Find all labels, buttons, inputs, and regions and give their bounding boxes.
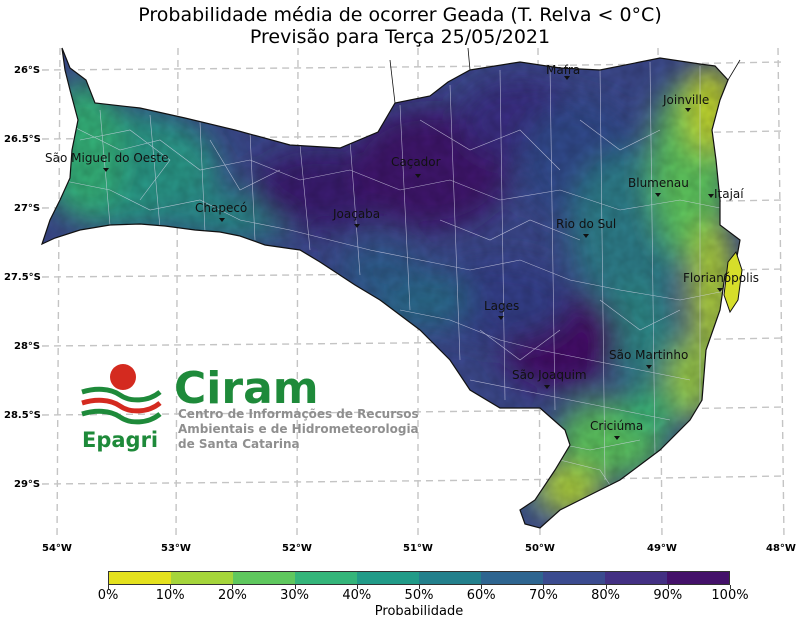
city-marker xyxy=(219,218,225,222)
logo-sun-icon xyxy=(110,364,136,390)
lon-label: 50°W xyxy=(525,543,555,554)
city-label-joinville: Joinville xyxy=(662,93,709,107)
colorbar-segment xyxy=(171,572,233,584)
colorbar-segment xyxy=(357,572,419,584)
city-marker xyxy=(103,168,109,172)
city-marker xyxy=(646,365,652,369)
logo-waves-icon xyxy=(81,386,162,425)
city-label-sao-joaquim: São Joaquim xyxy=(512,368,587,382)
lat-label: 26°S xyxy=(14,65,40,76)
lon-label: 52°W xyxy=(282,543,312,554)
city-marker xyxy=(354,224,360,228)
neighbor-boundaries xyxy=(389,47,741,104)
city-label-cacador: Caçador xyxy=(391,155,441,169)
colorbar-tick-label: 40% xyxy=(342,588,372,603)
lon-label: 48°W xyxy=(766,543,796,554)
colorbar-tick-mark xyxy=(605,585,607,589)
city-label-criciuma: Criciúma xyxy=(590,419,643,433)
city-marker xyxy=(685,108,691,112)
florianopolis-island xyxy=(723,250,743,314)
colorbar-tick-label: 100% xyxy=(711,588,749,603)
lat-label: 27°S xyxy=(14,203,40,214)
colorbar-tick-mark xyxy=(730,585,731,589)
lat-label: 28°S xyxy=(14,341,40,352)
city-marker xyxy=(583,234,589,238)
colorbar-segment xyxy=(605,572,667,584)
state-boundary xyxy=(40,47,741,529)
colorbar-label: Probabilidade xyxy=(374,604,464,619)
city-label-sao-martinho: São Martinho xyxy=(609,348,688,362)
colorbar-segment xyxy=(233,572,295,584)
epagri-ciram-logo: Epagri Ciram Centro de Informações de Re… xyxy=(81,363,419,452)
colorbar-tick-mark xyxy=(419,585,420,589)
colorbar-tick-mark xyxy=(543,585,545,589)
city-label-joacaba: Joaçaba xyxy=(332,207,380,221)
colorbar-tick-mark xyxy=(294,585,296,589)
logo-line-2: Ambientais e de Hidrometeorologia xyxy=(178,422,419,436)
lat-label: 29°S xyxy=(14,479,40,490)
lat-label: 26.5°S xyxy=(4,134,41,145)
city-label-lages: Lages xyxy=(484,299,519,313)
logo-epagri-text: Epagri xyxy=(82,428,158,452)
city-label-rio-do-sul: Rio do Sul xyxy=(556,217,616,231)
colorbar-segment xyxy=(109,572,171,584)
frost-probability-map: 26°S 26.5°S 27°S 27.5°S 28°S 28.5°S 29°S… xyxy=(4,47,796,554)
colorbar-tick-mark xyxy=(356,585,358,589)
colorbar-segment xyxy=(667,572,729,584)
city-label-mafra: Mafra xyxy=(546,63,580,77)
lon-label: 49°W xyxy=(647,543,677,554)
colorbar-tick-mark xyxy=(170,585,172,589)
city-label-florianopolis: Florianópolis xyxy=(683,271,759,285)
colorbar-tick-label: 30% xyxy=(280,588,310,603)
map-title: Probabilidade média de ocorrer Geada (T.… xyxy=(138,4,662,26)
longitude-labels: 54°W 53°W 52°W 51°W 50°W 49°W 48°W xyxy=(42,543,796,554)
lat-label: 27.5°S xyxy=(4,272,41,283)
colorbar-segment xyxy=(543,572,605,584)
colorbar-tick-label: 20% xyxy=(217,588,247,603)
latitude-labels: 26°S 26.5°S 27°S 27.5°S 28°S 28.5°S 29°S xyxy=(4,65,41,490)
colorbar-tick-label: 90% xyxy=(653,588,683,603)
colorbar xyxy=(108,571,730,585)
colorbar-tick-label: 70% xyxy=(528,588,558,603)
city-marker xyxy=(544,385,550,389)
city-label-blumenau: Blumenau xyxy=(628,176,689,190)
lon-label: 54°W xyxy=(42,543,72,554)
city-marker xyxy=(717,288,723,292)
city-marker xyxy=(498,316,504,320)
city-label-chapeco: Chapecó xyxy=(195,201,247,215)
lat-label: 28.5°S xyxy=(4,410,41,421)
city-marker xyxy=(564,76,570,80)
colorbar-tick-label: 80% xyxy=(591,588,621,603)
colorbar-segment xyxy=(295,572,357,584)
colorbar-tick-mark xyxy=(481,585,483,589)
city-markers: Mafra Joinville São Miguel do Oeste Caça… xyxy=(45,63,759,440)
city-marker xyxy=(614,436,620,440)
lon-label: 51°W xyxy=(403,543,433,554)
colorbar-tick-label: 60% xyxy=(466,588,496,603)
city-marker xyxy=(415,174,421,178)
city-label-itajai: Itajaí xyxy=(714,187,744,201)
city-label-sao-miguel-do-oeste: São Miguel do Oeste xyxy=(45,151,169,165)
colorbar-tick-label: 50% xyxy=(404,588,434,603)
colorbar-tick-mark xyxy=(232,585,234,589)
city-marker xyxy=(708,194,714,198)
logo-line-3: de Santa Catarina xyxy=(178,437,300,451)
state-probability-field xyxy=(42,48,740,528)
colorbar-tick-label: 0% xyxy=(97,588,119,603)
colorbar-tick-mark xyxy=(108,585,109,589)
map-subtitle: Previsão para Terça 25/05/2021 xyxy=(249,26,551,48)
logo-ciram-text: Ciram xyxy=(174,363,319,414)
logo-line-1: Centro de Informações de Recursos xyxy=(178,407,419,421)
colorbar-segment xyxy=(419,572,481,584)
colorbar-tick-label: 10% xyxy=(155,588,185,603)
colorbar-segment xyxy=(481,572,543,584)
city-marker xyxy=(655,193,661,197)
lon-label: 53°W xyxy=(161,543,191,554)
colorbar-tick-mark xyxy=(667,585,669,589)
